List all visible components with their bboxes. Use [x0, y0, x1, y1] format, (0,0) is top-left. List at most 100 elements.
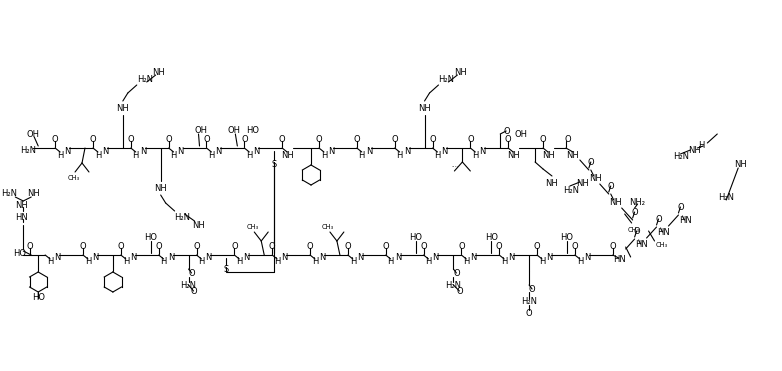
Text: N: N	[584, 253, 590, 263]
Text: H: H	[170, 151, 177, 160]
Text: HN: HN	[15, 213, 27, 221]
Text: O: O	[587, 158, 594, 167]
Text: H: H	[84, 257, 91, 266]
Text: N: N	[508, 253, 515, 263]
Text: O: O	[467, 135, 474, 144]
Text: O: O	[27, 242, 34, 250]
Text: CH₃: CH₃	[322, 224, 334, 230]
Text: NH: NH	[609, 197, 622, 207]
Text: H: H	[388, 257, 394, 266]
Text: H: H	[199, 257, 205, 266]
Text: HO: HO	[13, 249, 27, 257]
Text: H₂N: H₂N	[673, 151, 690, 161]
Text: HO: HO	[485, 233, 498, 242]
Text: N: N	[442, 147, 448, 155]
Text: H₂N: H₂N	[174, 213, 191, 221]
Text: NH: NH	[566, 151, 579, 160]
Text: O: O	[609, 242, 616, 250]
Text: N: N	[253, 147, 260, 155]
Text: O: O	[203, 135, 210, 144]
Text: ....: ....	[451, 162, 458, 167]
Text: H: H	[57, 151, 63, 160]
Text: NH: NH	[152, 68, 165, 76]
Text: H: H	[133, 151, 139, 160]
Text: H₂N: H₂N	[563, 186, 579, 194]
Text: O: O	[453, 269, 460, 278]
Text: NH: NH	[734, 160, 747, 168]
Text: N: N	[479, 147, 486, 155]
Text: O: O	[565, 135, 571, 144]
Text: HN: HN	[679, 216, 692, 224]
Text: H₂N: H₂N	[521, 298, 537, 306]
Text: O: O	[420, 242, 427, 250]
Text: H: H	[698, 141, 705, 150]
Text: O: O	[80, 242, 86, 250]
Text: OH: OH	[514, 129, 527, 138]
Text: OH: OH	[195, 125, 208, 135]
Text: O: O	[156, 242, 162, 250]
Text: O: O	[353, 135, 361, 144]
Text: O: O	[631, 207, 638, 217]
Text: N: N	[432, 253, 439, 263]
Text: CH₃: CH₃	[246, 224, 258, 230]
Text: N: N	[470, 253, 477, 263]
Text: N: N	[366, 147, 372, 155]
Text: HO: HO	[32, 293, 45, 302]
Text: H: H	[434, 151, 441, 160]
Text: OH: OH	[228, 125, 241, 135]
Text: O: O	[190, 286, 197, 295]
Text: H: H	[463, 257, 469, 266]
Text: O: O	[504, 127, 511, 135]
Text: H₂N: H₂N	[446, 280, 461, 289]
Text: O: O	[117, 242, 124, 250]
Text: O: O	[188, 269, 195, 278]
Text: H₂N: H₂N	[20, 145, 36, 154]
Text: O: O	[391, 135, 398, 144]
Text: N: N	[102, 147, 108, 155]
Text: NH: NH	[15, 200, 27, 210]
Text: O: O	[127, 135, 135, 144]
Text: O: O	[279, 135, 285, 144]
Text: O: O	[529, 285, 536, 293]
Text: CH₃: CH₃	[628, 227, 640, 233]
Text: N: N	[64, 147, 70, 155]
Text: O: O	[655, 214, 662, 223]
Text: N: N	[404, 147, 410, 155]
Text: O: O	[165, 135, 172, 144]
Text: NH: NH	[454, 68, 467, 76]
Text: O: O	[526, 309, 533, 318]
Text: O: O	[572, 242, 578, 250]
Text: OH: OH	[27, 129, 40, 138]
Text: H: H	[501, 257, 508, 266]
Text: NH: NH	[418, 104, 431, 112]
Text: NH: NH	[507, 151, 519, 160]
Text: HO: HO	[409, 233, 422, 242]
Text: H₂N: H₂N	[137, 75, 152, 83]
Text: H: H	[236, 257, 242, 266]
Text: H: H	[246, 151, 253, 160]
Text: H: H	[576, 257, 583, 266]
Text: NH: NH	[117, 104, 129, 112]
Text: H: H	[472, 151, 479, 160]
Text: H: H	[539, 257, 545, 266]
Text: S: S	[271, 160, 277, 168]
Text: H₂N: H₂N	[2, 188, 17, 197]
Text: O: O	[316, 135, 322, 144]
Text: S: S	[224, 265, 229, 273]
Text: H₂N: H₂N	[719, 193, 734, 201]
Text: O: O	[90, 135, 96, 144]
Text: H: H	[47, 257, 53, 266]
Text: O: O	[307, 242, 314, 250]
Text: H: H	[95, 151, 101, 160]
Text: N: N	[167, 253, 174, 263]
Text: N: N	[546, 253, 552, 263]
Text: NH: NH	[576, 178, 589, 187]
Text: CH₃: CH₃	[68, 175, 80, 181]
Text: O: O	[52, 135, 59, 144]
Text: HO: HO	[246, 125, 260, 135]
Text: CH₃: CH₃	[655, 242, 668, 248]
Text: NH: NH	[546, 178, 558, 187]
Text: O: O	[193, 242, 200, 250]
Text: HO: HO	[144, 233, 157, 242]
Text: H: H	[350, 257, 356, 266]
